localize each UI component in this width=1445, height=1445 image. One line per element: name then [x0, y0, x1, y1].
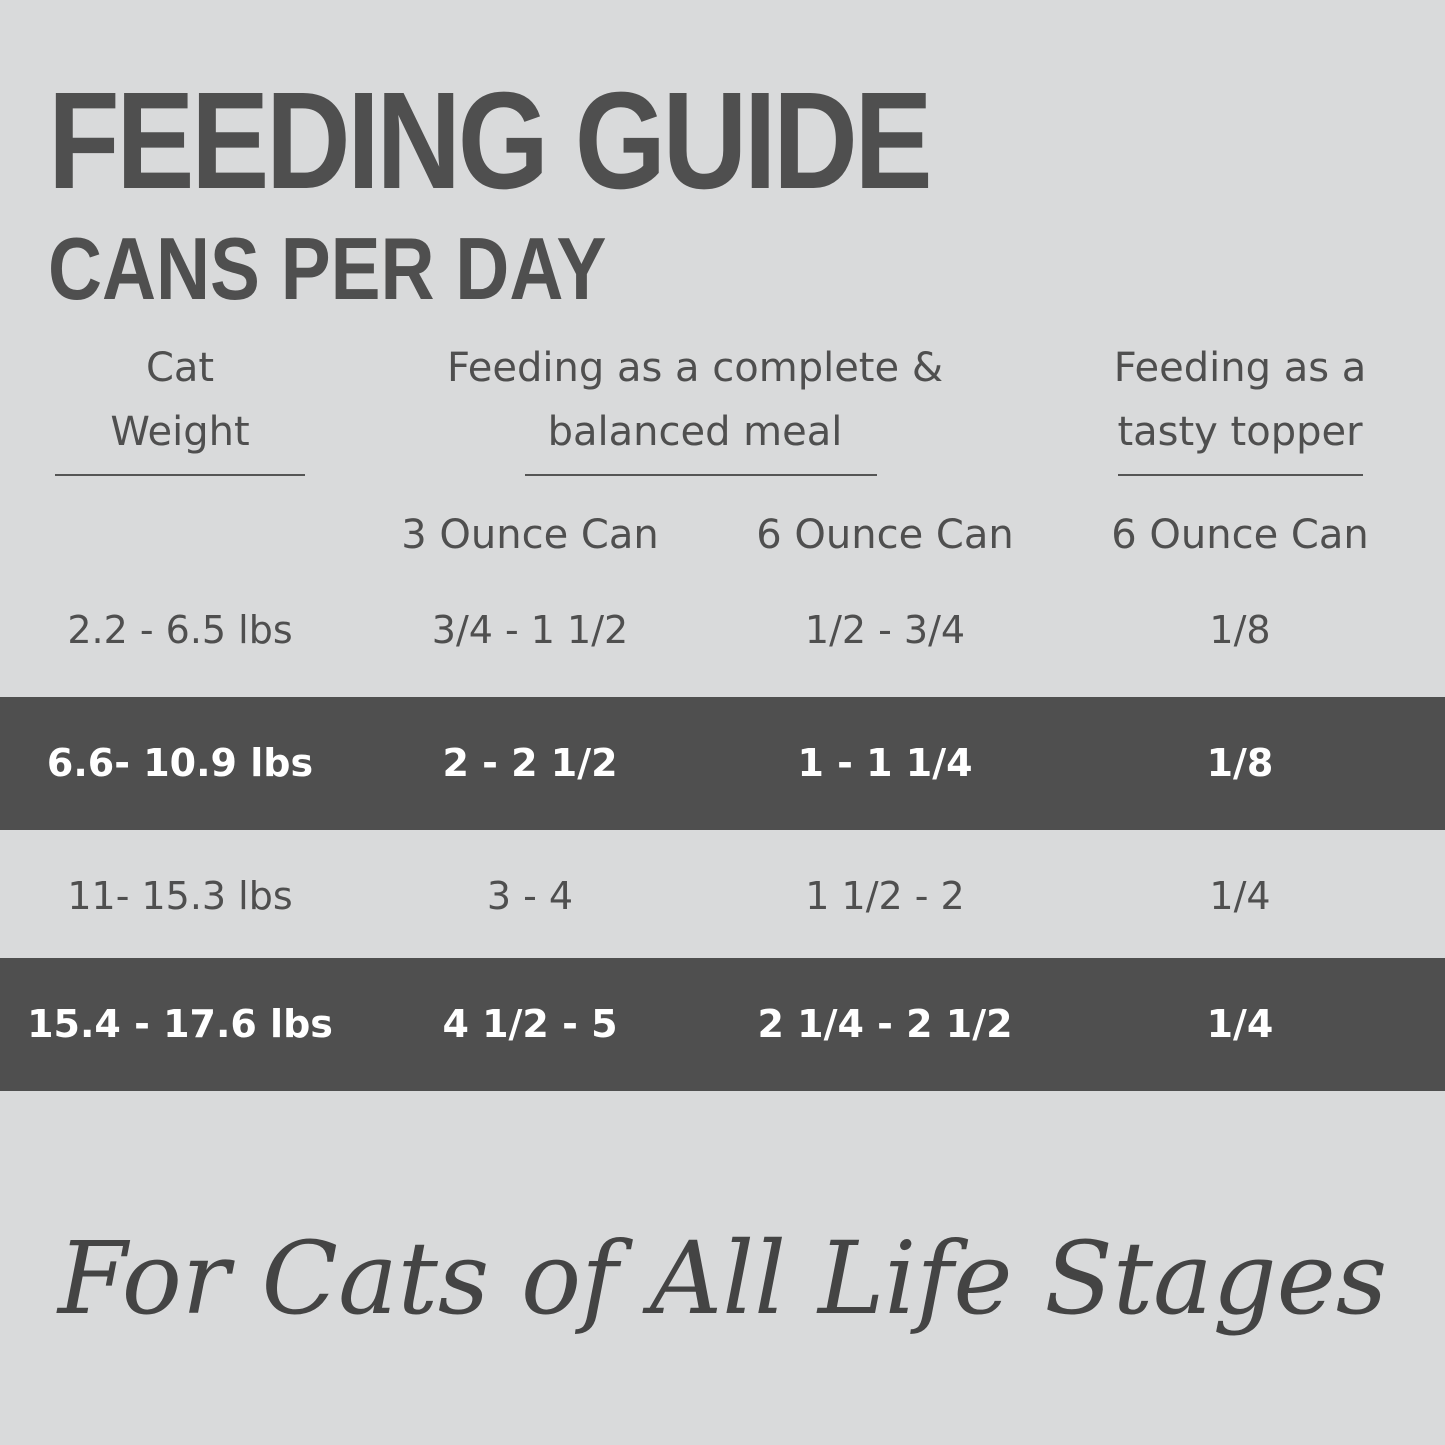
subtitle: CANS PER DAY: [48, 219, 607, 318]
table-cell: 1/8: [1209, 608, 1271, 652]
table-cell: 1/4: [1206, 1002, 1274, 1046]
table-cell: 1 - 1 1/4: [797, 741, 973, 785]
table-cell: 2 1/4 - 2 1/2: [757, 1002, 1013, 1046]
table-cell: 11- 15.3 lbs: [67, 874, 293, 918]
table-cell: 6.6- 10.9 lbs: [46, 741, 314, 785]
table-row: 11- 15.3 lbs 3 - 4 1 1/2 - 2 1/4: [0, 830, 1445, 963]
group-header: Feeding as a tasty topper: [1113, 345, 1367, 455]
table-cell: 3/4 - 1 1/2: [431, 608, 629, 652]
table-row: 15.4 - 17.6 lbs 4 1/2 - 5 2 1/4 - 2 1/2 1/4: [0, 958, 1445, 1091]
table-row: 6.6- 10.9 lbs 2 - 2 1/2 1 - 1 1/4 1/8: [0, 697, 1445, 830]
table-row: 2.2 - 6.5 lbs 3/4 - 1 1/2 1/2 - 3/4 1/8: [0, 564, 1445, 697]
table-cell: 2 - 2 1/2: [442, 741, 618, 785]
group-header: Feeding as a complete & balanced meal: [446, 345, 944, 455]
table-cell: 15.4 - 17.6 lbs: [27, 1002, 333, 1046]
table-cell: 4 1/2 - 5: [442, 1002, 618, 1046]
sub-header: 6 Ounce Can: [1111, 512, 1369, 558]
table-cell: 3 - 4: [486, 874, 574, 918]
sub-header: 3 Ounce Can: [401, 512, 659, 558]
table-cell: 1 1/2 - 2: [805, 874, 965, 918]
table-cell: 1/2 - 3/4: [804, 608, 966, 652]
sub-header: 6 Ounce Can: [756, 512, 1014, 558]
table-cell: 2.2 - 6.5 lbs: [67, 608, 293, 652]
underline: [525, 474, 877, 476]
underline: [1118, 474, 1363, 476]
table-cell: 1/8: [1206, 741, 1274, 785]
group-header: Cat Weight: [110, 345, 250, 455]
table-cell: 1/4: [1209, 874, 1271, 918]
tagline: For Cats of All Life Stages: [57, 1220, 1388, 1337]
underline: [55, 474, 305, 476]
title: FEEDING GUIDE: [48, 64, 933, 218]
